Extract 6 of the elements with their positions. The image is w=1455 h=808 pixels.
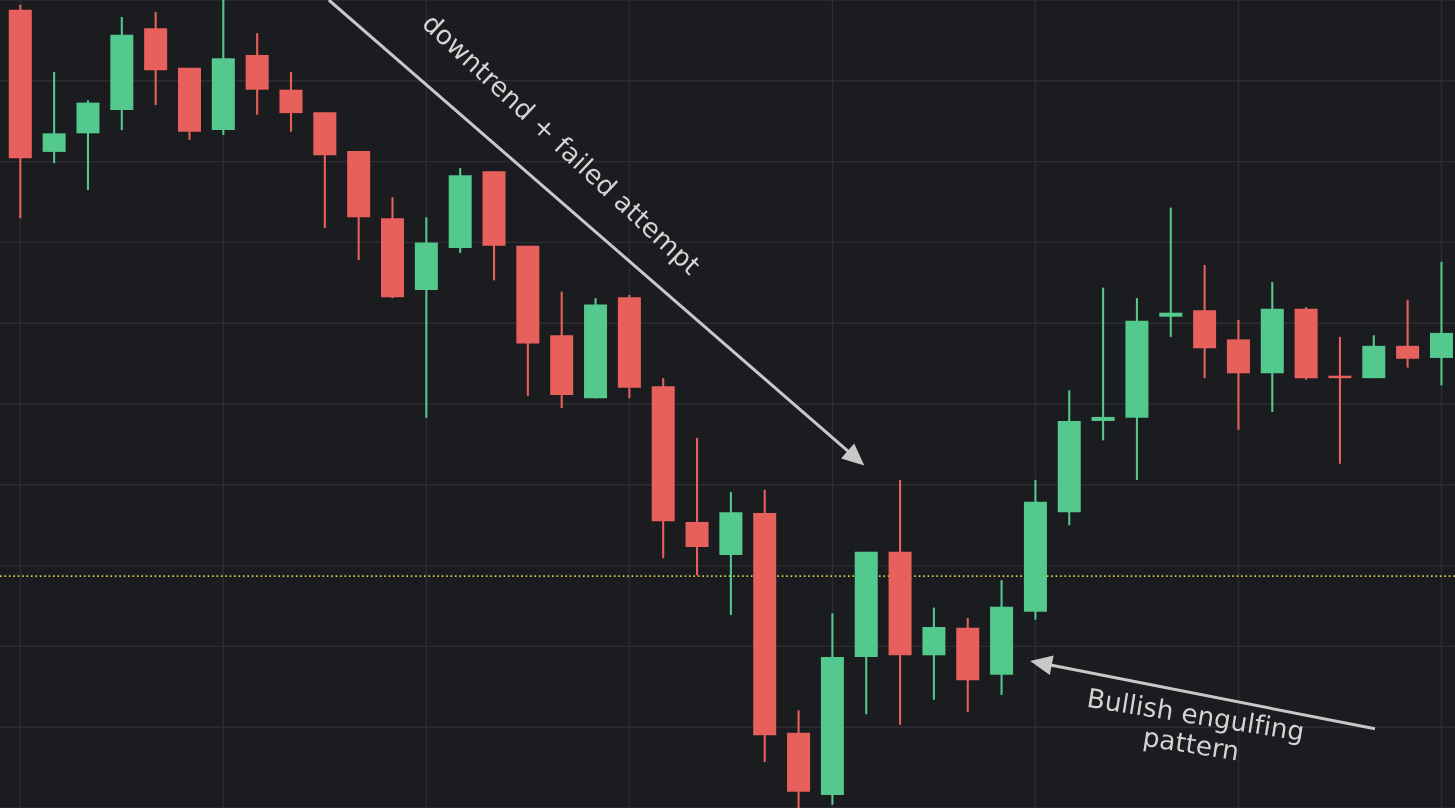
candlestick — [1159, 206, 1183, 338]
annotation: Bullish engulfing pattern — [1087, 687, 1304, 766]
candlestick — [1091, 286, 1115, 442]
candlestick — [42, 70, 66, 165]
candlestick — [279, 70, 303, 133]
candlestick — [1396, 298, 1420, 369]
